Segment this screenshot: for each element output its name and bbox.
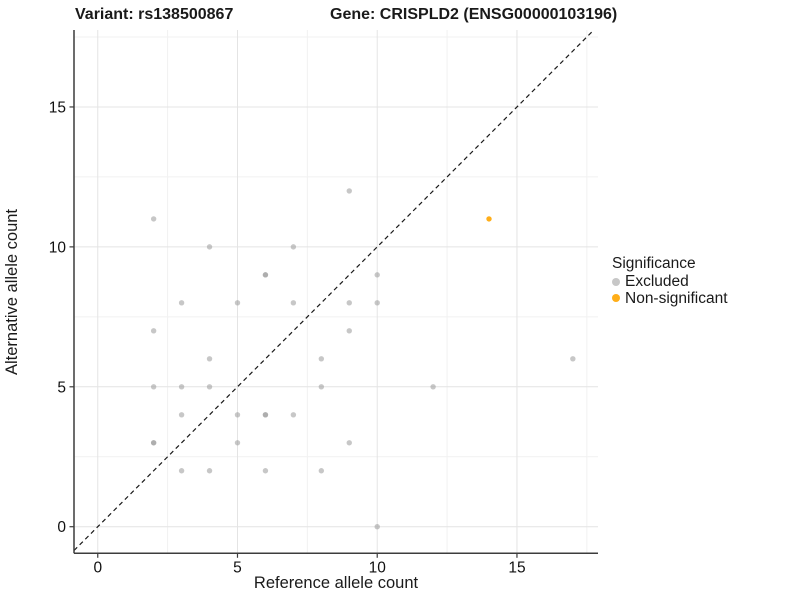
data-point-excluded xyxy=(430,384,436,390)
x-tick-label: 0 xyxy=(93,559,102,576)
legend-title: Significance xyxy=(612,255,696,272)
data-point-excluded xyxy=(206,384,213,390)
data-point-excluded xyxy=(346,300,352,306)
data-point-excluded xyxy=(374,300,380,306)
legend-item-label: Excluded xyxy=(625,273,689,290)
data-point-excluded xyxy=(150,216,157,222)
variant-title: Variant: rs138500867 xyxy=(75,6,234,23)
data-point-excluded xyxy=(234,300,241,306)
data-point-excluded xyxy=(150,384,157,390)
non-significant-dot-icon xyxy=(612,294,620,303)
data-point-excluded xyxy=(318,356,325,362)
x-tick-label: 10 xyxy=(369,559,387,576)
y-tick-label: 0 xyxy=(57,519,66,536)
y-tick-label: 15 xyxy=(49,99,66,116)
legend-item-label: Non-significant xyxy=(625,289,728,307)
data-point-excluded xyxy=(150,440,157,446)
data-point-excluded xyxy=(318,468,325,474)
data-point-excluded xyxy=(374,272,380,278)
identity-reference-line xyxy=(73,29,595,551)
data-point-excluded xyxy=(262,412,269,418)
data-point-excluded xyxy=(178,300,185,306)
x-tick-label: 15 xyxy=(508,559,525,576)
data-point-excluded xyxy=(178,468,185,474)
data-point-non-significant xyxy=(486,216,492,222)
data-point-excluded xyxy=(290,412,297,418)
legend: Significance Excluded Non-significant xyxy=(612,255,728,306)
data-point-excluded xyxy=(346,188,352,194)
data-point-excluded xyxy=(150,328,157,334)
data-point-excluded xyxy=(374,524,380,530)
data-point-excluded xyxy=(346,328,352,334)
data-point-excluded xyxy=(290,244,297,250)
data-point-excluded xyxy=(570,356,576,362)
y-axis-title: Alternative allele count xyxy=(3,208,21,375)
data-point-excluded xyxy=(178,412,185,418)
data-point-excluded xyxy=(262,468,269,474)
x-axis-title: Reference allele count xyxy=(253,574,419,592)
data-point-excluded xyxy=(346,440,352,446)
data-point-excluded xyxy=(290,300,297,306)
data-point-excluded xyxy=(234,440,241,446)
data-point-excluded xyxy=(206,244,213,250)
excluded-dot-icon xyxy=(612,277,620,286)
data-point-excluded xyxy=(262,272,269,278)
data-point-excluded xyxy=(178,384,185,390)
y-tick-label: 10 xyxy=(49,239,67,256)
data-point-excluded xyxy=(206,468,213,474)
y-tick-label: 5 xyxy=(57,379,66,396)
legend-item-non-significant: Non-significant xyxy=(612,289,728,307)
data-point-excluded xyxy=(318,384,325,390)
gene-title: Gene: CRISPLD2 (ENSG00000103196) xyxy=(330,6,618,23)
legend-item-excluded: Excluded xyxy=(612,274,728,290)
data-point-excluded xyxy=(206,356,213,362)
data-point-excluded xyxy=(234,412,241,418)
x-tick-label: 5 xyxy=(233,559,242,576)
